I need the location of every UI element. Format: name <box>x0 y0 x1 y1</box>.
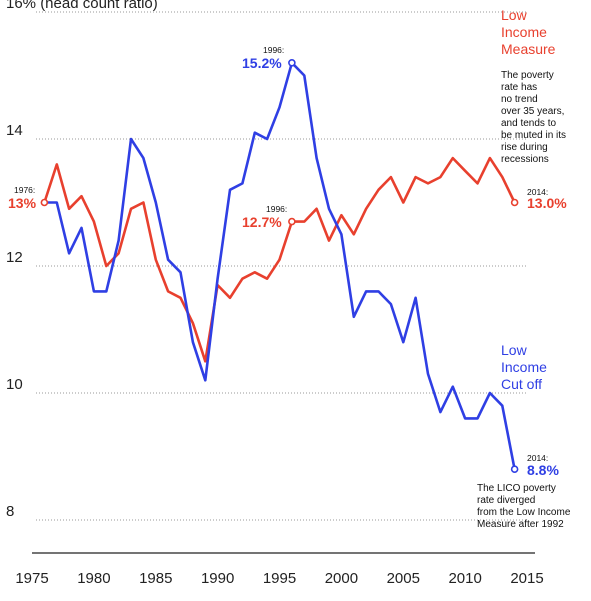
y-tick-label: 16% (head count ratio) <box>6 0 158 12</box>
lico-note-line-4: Measure after 1992 <box>477 519 564 530</box>
lim-2014-marker <box>510 198 519 207</box>
lico-note-line-1: The LICO poverty <box>477 483 556 494</box>
lim-note-line-8: recessions <box>501 154 549 165</box>
x-tick-label: 2005 <box>387 570 420 587</box>
lico-1996-year-label: 1996: <box>263 45 284 55</box>
lim-start-year-label: 1976: <box>14 185 35 195</box>
lim-note-line-1: The poverty <box>501 70 554 81</box>
lico-series-line <box>44 61 516 470</box>
lim-note-line-4: over 35 years, <box>501 106 564 117</box>
x-tick-label: 1990 <box>201 570 234 587</box>
y-tick-label: 8 <box>6 503 14 520</box>
lim-start-value-label: 13% <box>8 195 37 211</box>
y-tick-labels: 16% (head count ratio) 14 12 10 8 <box>6 0 158 520</box>
lico-note-line-2: rate diverged <box>477 495 535 506</box>
x-tick-label: 1975 <box>15 570 48 587</box>
lico-legend-line-3: Cut off <box>501 376 542 392</box>
lim-note-line-7: rise during <box>501 142 548 153</box>
lim-series-line <box>43 156 516 363</box>
lim-2014-year-label: 2014: <box>527 187 548 197</box>
lico-note-line-3: from the Low Income <box>477 507 571 518</box>
series-lines <box>43 61 516 470</box>
x-tick-label: 2010 <box>448 570 481 587</box>
lim-note-line-6: be muted in its <box>501 130 566 141</box>
lim-2014-value-label: 13.0% <box>527 195 567 211</box>
lico-2014-marker <box>510 465 519 474</box>
lim-legend-line-1: Low <box>501 7 528 23</box>
x-tick-label: 1980 <box>77 570 110 587</box>
x-tick-label: 2000 <box>325 570 358 587</box>
x-tick-label: 2015 <box>510 570 543 587</box>
y-tick-label: 14 <box>6 122 23 139</box>
lico-2014-year-label: 2014: <box>527 453 548 463</box>
lim-note-line-3: no trend <box>501 94 538 105</box>
lico-legend-line-1: Low <box>501 342 528 358</box>
lim-1976-marker <box>40 198 49 207</box>
lim-1996-value-label: 12.7% <box>242 214 282 230</box>
lico-1996-value-label: 15.2% <box>242 55 282 71</box>
lim-legend-line-2: Income <box>501 24 547 40</box>
lico-2014-value-label: 8.8% <box>527 462 559 478</box>
x-tick-label: 1985 <box>139 570 172 587</box>
lico-legend-line-2: Income <box>501 359 547 375</box>
x-tick-label: 1995 <box>263 570 296 587</box>
series-markers <box>40 58 519 474</box>
lim-1996-year-label: 1996: <box>266 204 287 214</box>
x-tick-labels: 1975 1980 1985 1990 1995 2000 2005 2010 2015 <box>15 570 543 587</box>
lim-note-line-5: and tends to <box>501 118 556 129</box>
lim-note-line-2: rate has <box>501 82 537 93</box>
y-tick-label: 10 <box>6 376 23 393</box>
lim-legend-line-3: Measure <box>501 41 556 57</box>
lim-1996-marker <box>288 217 296 226</box>
y-tick-label: 12 <box>6 249 23 266</box>
gridlines <box>36 11 527 521</box>
lico-1996-marker <box>288 58 296 67</box>
